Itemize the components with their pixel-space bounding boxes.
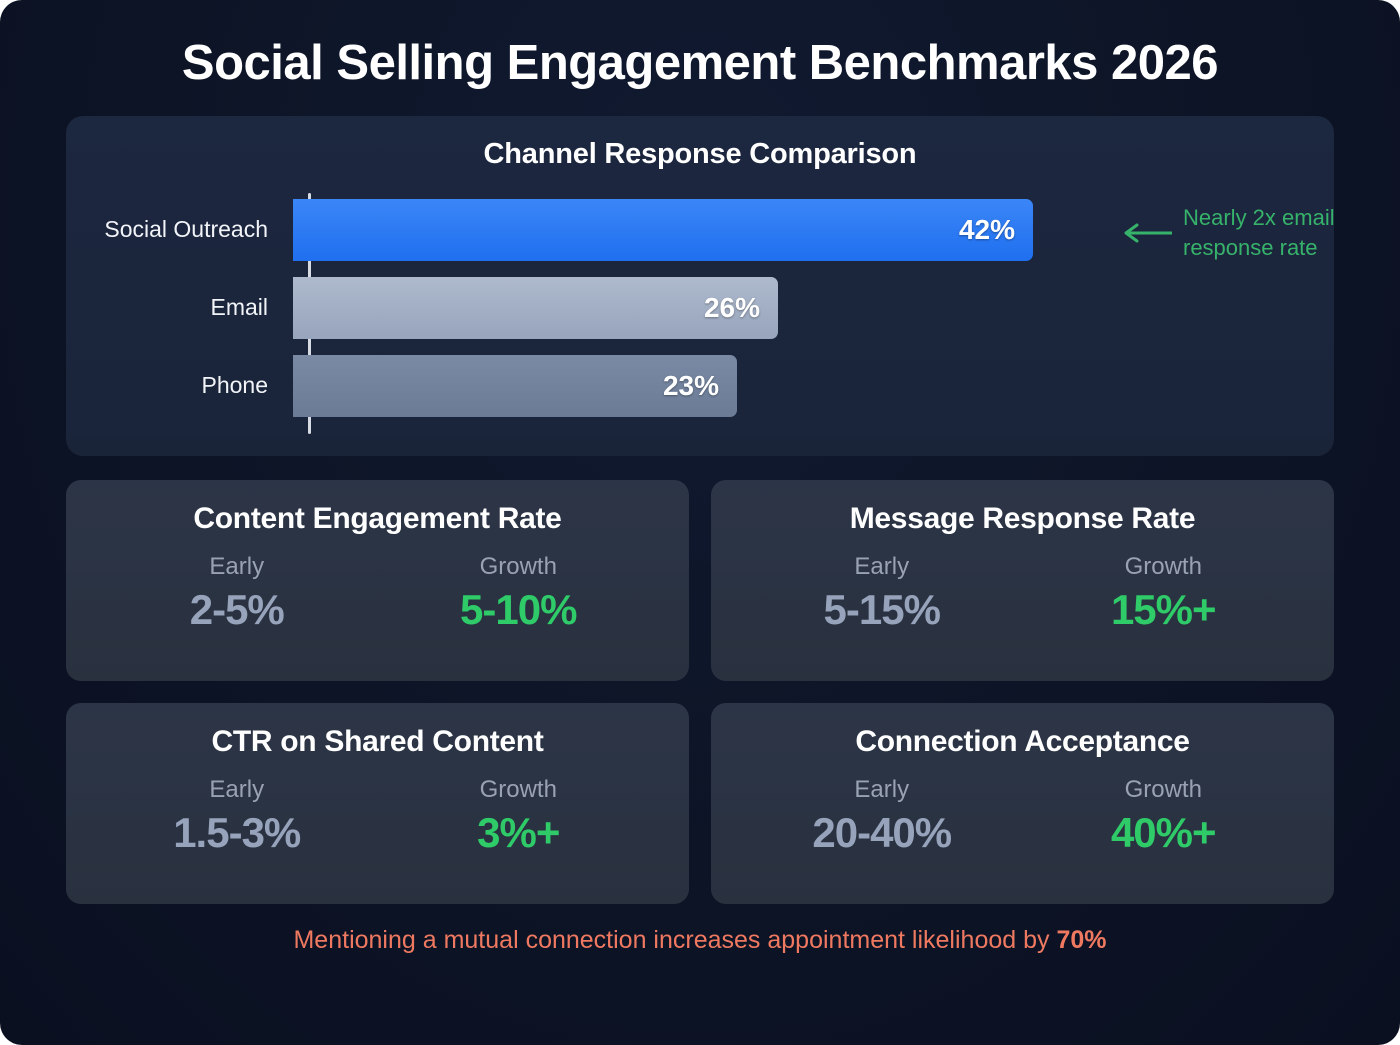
stat-value-growth: 40%+ xyxy=(1110,808,1217,856)
stat-label-growth: Growth xyxy=(1124,775,1202,803)
stat-card-values: Early 20-40% Growth 40%+ xyxy=(741,775,1304,857)
stat-card-values: Early 2-5% Growth 5-10% xyxy=(96,552,659,634)
stat-card-title: CTR on Shared Content xyxy=(211,724,544,758)
stat-label-growth: Growth xyxy=(479,552,557,580)
annotation-line-2: response rate xyxy=(1183,235,1318,261)
stat-label-early: Early xyxy=(854,552,910,580)
stat-card-connection-acceptance: Connection Acceptance Early 20-40% Growt… xyxy=(711,702,1334,904)
bar-social-outreach[interactable]: 42% xyxy=(293,198,1033,261)
chart-title: Channel Response Comparison xyxy=(483,137,917,170)
stat-value-early: 5-15% xyxy=(823,585,941,633)
stat-cell-early: Early 2-5% xyxy=(96,552,378,634)
stat-value-growth: 5-10% xyxy=(460,585,577,633)
channel-response-chart-panel: Channel Response Comparison Social Outre… xyxy=(66,115,1335,456)
bar-value-label: 23% xyxy=(662,369,719,401)
footer-note-highlight: 70% xyxy=(1056,925,1107,954)
bar-track: 23% xyxy=(290,354,1334,417)
stat-cell-early: Early 5-15% xyxy=(741,552,1023,634)
stat-value-early: 1.5-3% xyxy=(173,808,301,856)
stat-card-ctr-on-shared-content: CTR on Shared Content Early 1.5-3% Growt… xyxy=(66,702,689,904)
bar-value-label: 42% xyxy=(958,213,1015,245)
stat-card-content-engagement-rate: Content Engagement Rate Early 2-5% Growt… xyxy=(66,479,689,681)
bar-chart-plot: Social Outreach 42% Email 26% Phone xyxy=(66,191,1335,436)
stat-value-early: 20-40% xyxy=(812,808,952,856)
left-arrow-icon xyxy=(1124,223,1172,243)
footer-note-text: Mentioning a mutual connection increases… xyxy=(293,925,1057,954)
bar-value-label: 26% xyxy=(703,291,760,323)
footer-note: Mentioning a mutual connection increases… xyxy=(66,925,1334,955)
bar-category-label: Email xyxy=(210,294,268,321)
stat-cell-early: Early 1.5-3% xyxy=(96,775,378,857)
stat-cell-growth: Growth 15%+ xyxy=(1023,552,1305,634)
stat-card-message-response-rate: Message Response Rate Early 5-15% Growth… xyxy=(711,479,1334,681)
stat-label-early: Early xyxy=(209,775,265,803)
stat-card-title: Content Engagement Rate xyxy=(193,501,562,535)
bar-email[interactable]: 26% xyxy=(293,276,778,339)
bar-track: 42% xyxy=(290,198,1334,261)
stat-cards-grid: Content Engagement Rate Early 2-5% Growt… xyxy=(66,479,1334,904)
bar-category-label: Phone xyxy=(201,372,268,399)
stat-cell-early: Early 20-40% xyxy=(741,775,1023,857)
chart-annotation: Nearly 2x email response rate xyxy=(1121,203,1373,264)
stat-label-early: Early xyxy=(209,552,265,580)
bar-phone[interactable]: 23% xyxy=(293,354,737,417)
stat-card-values: Early 5-15% Growth 15%+ xyxy=(741,552,1304,634)
annotation-line-1: Nearly 2x email xyxy=(1183,204,1335,230)
stat-card-title: Message Response Rate xyxy=(849,501,1196,535)
stat-label-growth: Growth xyxy=(479,775,557,803)
annotation-text: Nearly 2x email response rate xyxy=(1183,203,1373,264)
stat-label-early: Early xyxy=(854,775,910,803)
bar-category-label: Social Outreach xyxy=(104,216,268,243)
bar-row: Email 26% xyxy=(66,276,1334,339)
page-title: Social Selling Engagement Benchmarks 202… xyxy=(181,36,1219,90)
stat-cell-growth: Growth 5-10% xyxy=(378,552,660,634)
stat-label-growth: Growth xyxy=(1124,552,1202,580)
stat-cell-growth: Growth 3%+ xyxy=(378,775,660,857)
stat-value-early: 2-5% xyxy=(189,585,285,633)
stat-card-title: Connection Acceptance xyxy=(855,724,1190,758)
stat-card-values: Early 1.5-3% Growth 3%+ xyxy=(96,775,659,857)
stat-value-growth: 15%+ xyxy=(1110,585,1217,633)
stat-value-growth: 3%+ xyxy=(477,808,560,856)
bar-row: Social Outreach 42% xyxy=(66,198,1334,261)
stat-cell-growth: Growth 40%+ xyxy=(1023,775,1305,857)
bar-track: 26% xyxy=(290,276,1334,339)
bar-row: Phone 23% xyxy=(66,354,1334,417)
